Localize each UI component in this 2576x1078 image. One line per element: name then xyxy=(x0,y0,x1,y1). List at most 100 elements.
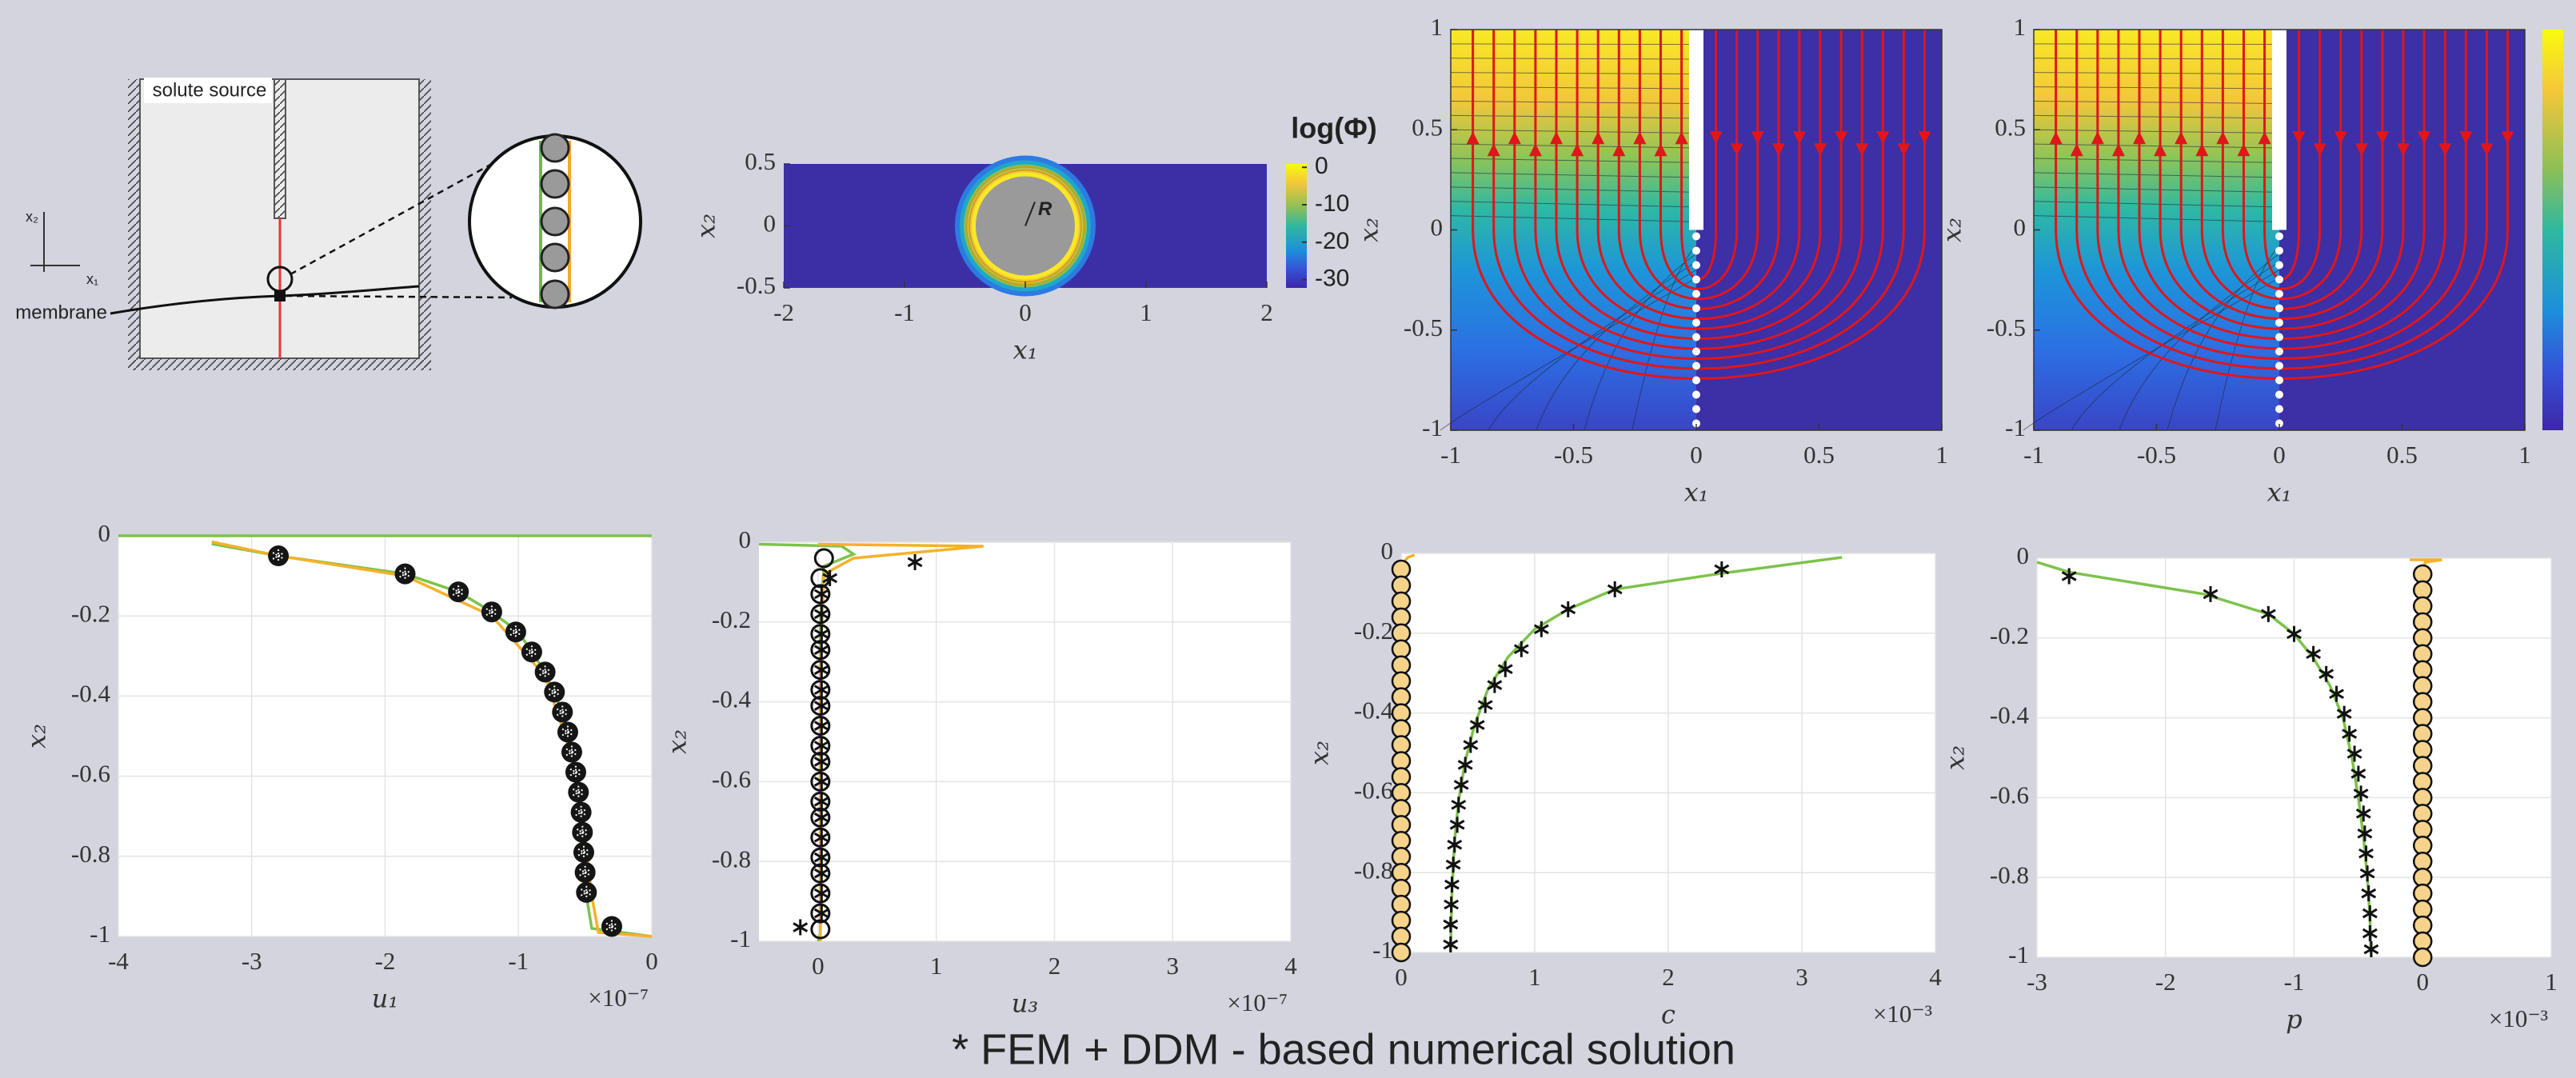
y-tick-label: -1 xyxy=(2005,413,2026,441)
streamline xyxy=(1659,30,1739,290)
asterisk-marker xyxy=(2350,765,2366,782)
colorbar-tick-label: -30 xyxy=(1315,266,1349,292)
x-tick-label: 0.5 xyxy=(1803,441,1835,469)
contour-line xyxy=(2033,86,2280,90)
x-tick-label: 0 xyxy=(645,947,658,975)
asterisk-marker xyxy=(1513,641,1529,657)
streamline xyxy=(2221,30,2342,301)
marker-star xyxy=(272,549,285,563)
contour-line xyxy=(2033,201,2280,208)
contour-line xyxy=(2033,158,2280,163)
circle-marker xyxy=(1391,703,1412,723)
asterisk-marker xyxy=(1451,797,1467,813)
asterisk-marker xyxy=(813,829,829,846)
circle-marker xyxy=(1391,815,1412,835)
arrow-up xyxy=(2154,143,2167,157)
y-tick-label: -0.5 xyxy=(1404,313,1443,341)
x-tick-label: -1 xyxy=(1440,441,1461,469)
asterisk-marker xyxy=(1449,816,1465,833)
colorbar-tick-label: -20 xyxy=(1315,228,1349,254)
arrow-up xyxy=(2049,131,2063,145)
y-tick-label: -1 xyxy=(1422,413,1443,441)
y-axis-label: x₂ xyxy=(1937,218,1967,242)
marker-star xyxy=(572,785,585,799)
x-tick-label: -0.5 xyxy=(2137,441,2176,469)
contour-line xyxy=(1450,114,1697,119)
circle-marker xyxy=(2413,740,2433,760)
arrow-down xyxy=(1835,131,1848,145)
particle xyxy=(540,133,570,163)
circle-marker xyxy=(2413,851,2433,872)
circle-marker xyxy=(1391,623,1412,644)
axis-icon-label: x₂ xyxy=(26,209,38,225)
membrane-dot xyxy=(2275,275,2283,284)
y-tick-label: -0.2 xyxy=(1990,621,2029,649)
asterisk-marker xyxy=(2361,885,2377,902)
colorbar-tick-label: -10 xyxy=(1315,190,1349,217)
x-tick-label: -1 xyxy=(894,298,915,326)
asterisk-marker xyxy=(813,605,829,622)
particle xyxy=(540,242,570,273)
asterisk-marker xyxy=(1477,697,1493,713)
contour-line xyxy=(2033,186,2280,193)
circle-marker xyxy=(1391,767,1412,787)
zoom-line xyxy=(285,294,513,299)
membrane-dot xyxy=(1692,390,1700,399)
circle-marker xyxy=(2413,756,2433,776)
circle-asterisk-marker xyxy=(574,861,596,883)
arrow-up xyxy=(1592,131,1605,145)
membrane-dot xyxy=(2275,261,2283,270)
circle-marker xyxy=(1391,862,1412,883)
contour-line xyxy=(1450,215,1697,222)
y-tick-label: -0.8 xyxy=(712,844,751,872)
asterisk-marker xyxy=(1607,581,1623,597)
y-axis-label: x₂ xyxy=(1304,741,1335,765)
asterisk-marker xyxy=(2336,705,2352,722)
source-wall xyxy=(274,78,286,219)
membrane-dot xyxy=(1692,318,1700,327)
contour-line xyxy=(1450,143,1697,149)
marker-star xyxy=(539,665,552,679)
x-tick-label: 2 xyxy=(1048,952,1061,980)
x-tick-label: -1 xyxy=(508,947,529,975)
arrow-up xyxy=(1654,143,1667,157)
membrane-dot xyxy=(1692,419,1700,428)
contour-line xyxy=(1450,100,1697,104)
x-tick-label: -2 xyxy=(2155,968,2176,996)
y-tick-label: 0 xyxy=(2014,214,2027,242)
y-tick-label: -0.2 xyxy=(712,605,751,633)
x-tick-label: 0 xyxy=(2417,968,2430,996)
y-tick-label: 0 xyxy=(98,519,111,547)
arrow-down xyxy=(1897,143,1911,157)
contour-line xyxy=(2033,43,2280,45)
asterisk-marker xyxy=(813,809,829,826)
asterisk-marker xyxy=(813,905,829,922)
y-tick-label: 0 xyxy=(1431,214,1444,242)
circle-marker xyxy=(1391,846,1412,867)
marker-star xyxy=(577,845,590,859)
asterisk-marker xyxy=(813,773,829,790)
arrow-down xyxy=(1709,131,1723,145)
y-tick-label: 0.5 xyxy=(1995,113,2026,141)
y-tick-label: 0.5 xyxy=(1412,113,1443,141)
arrow-up xyxy=(2111,143,2125,157)
membrane-dot xyxy=(2275,318,2283,327)
streamline xyxy=(1638,30,1759,301)
radius-line xyxy=(1024,202,1036,226)
asterisk-marker xyxy=(2362,925,2378,942)
asterisk-marker xyxy=(813,661,829,678)
circle-marker xyxy=(2413,915,2433,936)
circle-marker xyxy=(810,771,831,792)
arrow-up xyxy=(2216,131,2230,145)
y-tick-label: -0.8 xyxy=(71,840,110,868)
x-tick-label: 0 xyxy=(1690,441,1703,469)
y-axis-label: x₂ xyxy=(1354,218,1384,242)
circle-marker xyxy=(810,584,831,605)
marker-star xyxy=(579,865,592,879)
circle-marker xyxy=(810,903,831,924)
y-tick-label: -0.6 xyxy=(1354,777,1393,805)
x-exponent-label: ×10⁻³ xyxy=(1873,1000,1932,1028)
circle-asterisk-marker xyxy=(601,916,622,937)
schematic: x₂ x₁ solute source membrane xyxy=(15,78,642,370)
